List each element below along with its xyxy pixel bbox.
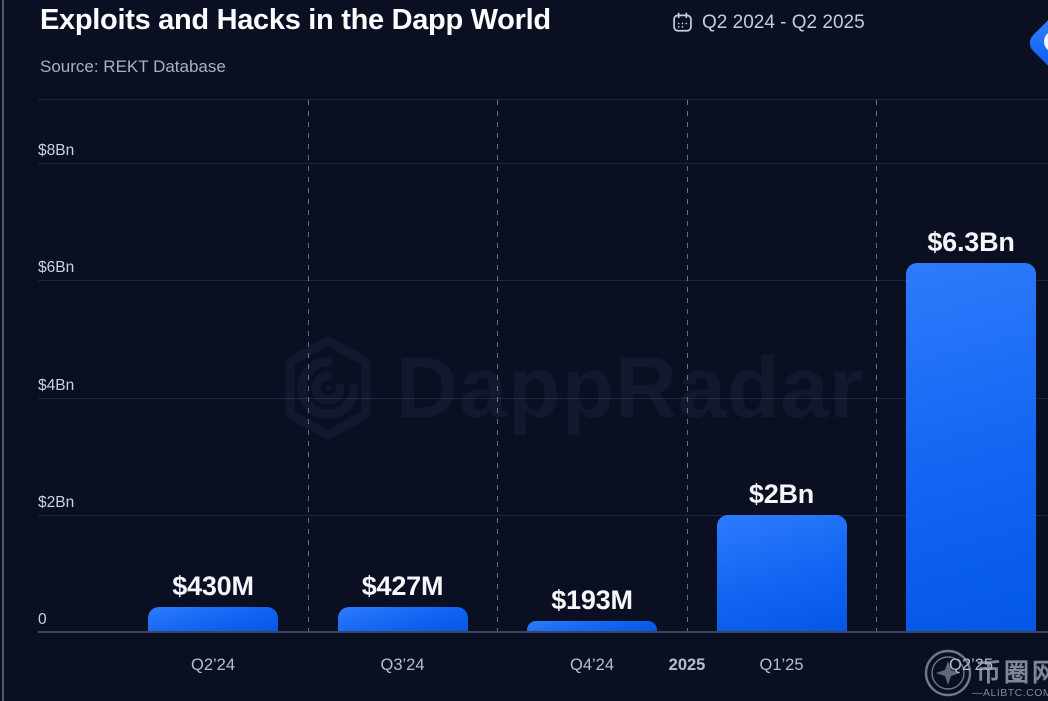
page-title: Exploits and Hacks in the Dapp World [40,4,551,36]
bar-value-label: $427M [361,571,444,601]
y-axis-tick-label: $2Bn [38,493,75,511]
header-divider [38,99,1048,100]
site-watermark: 币圈网 —ALIBTC.COM— [922,645,1048,701]
bar-Q2’24[interactable] [148,607,278,632]
x-axis-line [38,631,1048,633]
bar-Q2’25[interactable] [906,263,1036,632]
y-axis-tick-label: 0 [38,611,47,628]
dappradar-hexagon-icon [278,336,378,440]
quarter-separator-dashed-line [497,100,498,632]
bar-value-label: $2Bn [748,479,815,509]
quarter-separator-dashed-line [687,100,688,632]
x-axis-label-Q2’24: Q2’24 [190,656,236,674]
date-range-label: Q2 2024 - Q2 2025 [702,11,865,33]
calendar-icon [671,11,694,34]
y-axis-tick-label: $4Bn [38,376,75,394]
date-range-filter[interactable]: Q2 2024 - Q2 2025 [671,11,865,34]
coin-icon [922,647,974,699]
dappradar-logo-icon[interactable] [1025,13,1048,73]
site-watermark-url-text: —ALIBTC.COM— [972,687,1048,699]
y-gridline [38,280,1048,282]
x-axis-label-Q1’25: Q1’25 [759,656,804,674]
dappradar-watermark: DappRadar [278,336,864,440]
x-axis-label-Q3’24: Q3’24 [380,656,425,674]
bar-value-label: $193M [551,585,633,615]
y-gridline [38,514,1048,516]
site-watermark-cjk-text: 币圈网 [976,659,1048,687]
bar-Q3’24[interactable] [337,607,468,632]
quarter-separator-dashed-line [876,100,877,632]
x-axis-label-Q4’24: Q4’24 [569,656,615,674]
dappradar-watermark-text: DappRadar [396,339,864,436]
bar-value-label: $6.3Bn [927,227,1015,257]
y-axis-tick-label: $6Bn [38,259,75,277]
bar-value-label: $430M [172,571,254,601]
y-gridline [38,397,1048,399]
source-caption: Source: REKT Database [40,57,226,76]
bar-Q1’25[interactable] [716,515,847,632]
y-gridline [38,163,1048,164]
x-axis-year-label: 2025 [668,656,706,674]
bar-Q4’24[interactable] [527,621,657,632]
screenshot-left-edge [2,0,4,701]
x-axis-label-Q2’25: Q2’25 [948,656,994,674]
quarter-separator-dashed-line [308,100,309,632]
y-axis-tick-label: $8Bn [38,142,75,159]
